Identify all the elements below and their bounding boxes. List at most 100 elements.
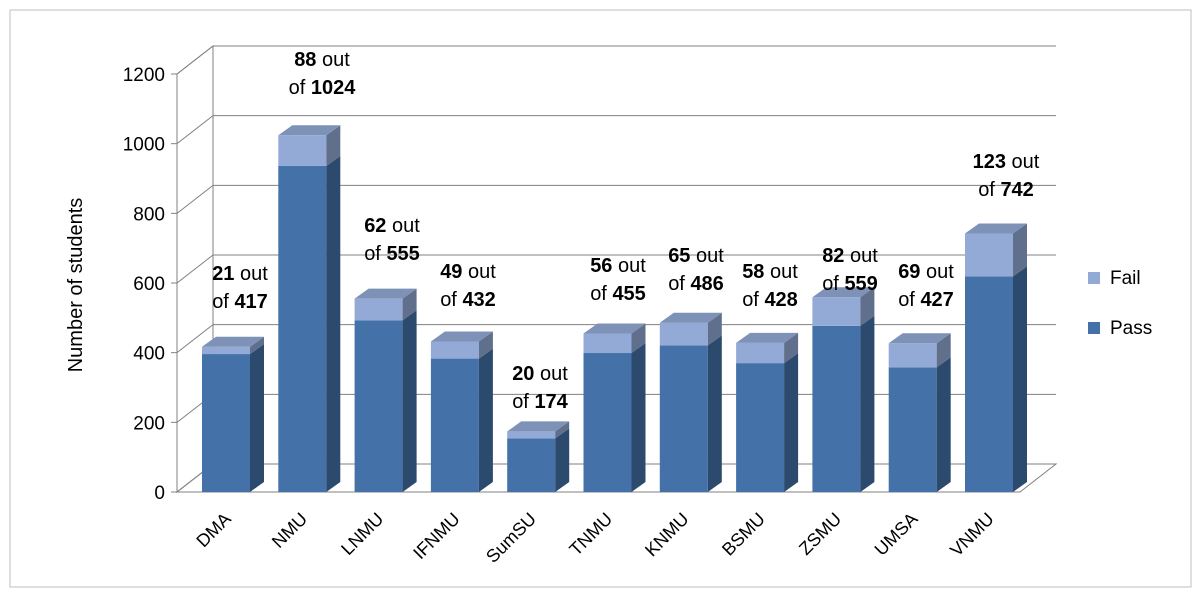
annotation-out-word: out [462,261,496,283]
annotation-fail-count: 62 [364,215,386,237]
bar-fail [583,323,646,354]
bar-fail-front [965,233,1013,277]
bar-top [202,336,264,347]
bar-pass-side [860,315,875,492]
annotation-fail-line: 88 out [294,49,350,71]
bar-fail-front [202,346,250,355]
annotation-fail-line: 58 out [742,261,798,283]
bar-fail [354,288,417,321]
annotation-of-word: of [289,77,311,99]
bar-fail-front [736,342,785,364]
bar-top [430,331,493,342]
annotation-fail-count: 69 [898,261,920,283]
annotation-out-word: out [534,363,568,385]
annotation-of-word: of [512,391,534,413]
bar-pass-side [555,428,570,492]
bar-pass-side [936,357,951,492]
bar-top [278,125,341,136]
annotation-of-word: of [898,289,920,311]
annotation-out-word: out [690,245,724,267]
legend-label: Pass [1110,318,1152,339]
grid-diagonal [176,324,214,354]
annotation-out-word: out [234,263,268,285]
bar-pass [430,348,493,492]
bar-annotation: 20 out of 174 [512,363,568,413]
bar-fail-side [631,323,646,354]
bar-pass-front [202,354,250,492]
bar-pass-side [402,310,417,492]
bar-pass-side [784,353,799,492]
annotation-of-word: of [440,289,462,311]
annotation-total-line: of 174 [512,391,568,413]
annotation-fail-count: 58 [742,261,764,283]
bar-fail-side [1013,223,1027,277]
annotation-total-line: of 455 [590,283,646,305]
y-tick-label: 1000 [123,135,165,156]
grid-diagonal [176,115,214,145]
annotation-out-word: out [386,215,420,237]
annotation-fail-count: 49 [440,261,462,283]
annotation-fail-line: 123 out [973,151,1040,173]
bar-fail-front [278,135,327,166]
bar-top [354,288,417,299]
annotation-fail-count: 65 [668,245,690,267]
y-tick-label: 200 [133,413,165,434]
bar-top [965,223,1027,234]
bar-pass [736,353,799,492]
annotation-fail-line: 20 out [512,363,568,385]
bar-pass [507,428,570,492]
grid-diagonal [176,184,214,214]
annotation-fail-line: 82 out [822,245,878,267]
annotation-total-count: 559 [844,273,877,295]
bar-fail-front [659,322,708,346]
annotation-out-word: out [844,245,878,267]
annotation-of-word: of [212,291,234,313]
annotation-fail-line: 65 out [668,245,724,267]
bar-fail-side [784,332,799,364]
bar-fail-front [888,343,937,368]
bar-pass-front [965,276,1013,492]
bar-fail-side [707,312,722,346]
annotation-total-line: of 742 [978,179,1034,201]
bar-fail-front [354,298,403,321]
bar-pass [354,310,417,492]
legend: Fail Pass [1088,268,1152,339]
bar-fail [888,333,951,368]
bar-top [736,332,799,343]
bar-top [888,333,951,344]
bar-top [583,323,646,334]
annotation-of-word: of [822,273,844,295]
bar-pass-front [430,358,479,492]
bar-fail-side [478,331,493,359]
bar-pass-front [507,438,556,492]
annotation-total-count: 1024 [311,77,356,99]
annotation-total-count: 427 [920,289,953,311]
annotation-total-line: of 428 [742,289,798,311]
bar-fail-side [250,336,264,355]
legend-entry-fail: Fail [1088,268,1141,289]
annotation-total-line: of 427 [898,289,954,311]
bar-fail-side [555,421,570,439]
y-axis-title: Number of students [65,198,87,373]
annotation-fail-count: 88 [294,49,316,71]
y-tick-label: 1200 [123,65,165,86]
legend-entry-pass: Pass [1088,318,1152,339]
annotation-total-count: 428 [764,289,797,311]
bar-fail [202,336,264,355]
annotation-total-line: of 432 [440,289,496,311]
annotation-out-word: out [920,261,954,283]
bar-fail [659,312,722,346]
bars [202,125,1027,492]
legend-label: Fail [1110,268,1141,289]
annotation-out-word: out [764,261,798,283]
annotation-fail-line: 62 out [364,215,420,237]
annotation-total-line: of 486 [668,273,724,295]
annotation-of-word: of [364,243,386,265]
bar-fail-front [583,333,632,354]
